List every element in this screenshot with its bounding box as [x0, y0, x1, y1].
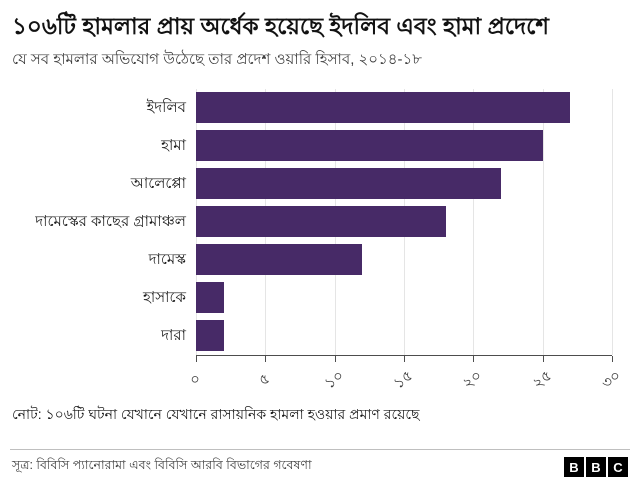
bar-row [196, 89, 612, 127]
bar-chart: ইদলিব হামা আলেপ্পো দামেস্কের কাছের গ্রামাঞ্… [10, 88, 630, 393]
category-labels: ইদলিব হামা আলেপ্পো দামেস্কের কাছের গ্রামাঞ্… [10, 89, 196, 393]
bar-row [196, 165, 612, 203]
bbc-logo-letter: B [564, 457, 584, 477]
category-label: হাসাকে [142, 288, 186, 306]
bar-row [196, 127, 612, 165]
bar [196, 130, 543, 162]
chart-subtitle: যে সব হামলার অভিযোগ উঠেছে তার প্রদেশ ওয়… [12, 50, 422, 68]
source-text: সূত্র: বিবিসি প্যানোরামা এবং বিবিসি আরবি… [12, 458, 312, 472]
gridline [473, 88, 475, 355]
bbc-logo-letter: C [608, 457, 628, 477]
bbc-logo-letter: B [586, 457, 606, 477]
bar-row [196, 279, 612, 317]
axis-tick [473, 355, 475, 362]
axis-tick [404, 355, 405, 362]
bar [196, 320, 224, 352]
gridline [542, 88, 544, 355]
bar-row [196, 203, 612, 241]
category-label: দামেস্কের কাছের গ্রামাঞ্চল [35, 212, 186, 230]
category-label: দারা [161, 326, 186, 344]
axis-tick-label: ৫ [255, 369, 274, 390]
category-label: আলেপ্পো [130, 174, 186, 192]
chart-footer: সূত্র: বিবিসি প্যানোরামা এবং বিবিসি আরবি… [10, 449, 630, 485]
axis-tick [612, 355, 613, 362]
bar-row [196, 317, 612, 355]
plot-area [196, 88, 613, 356]
category-label: দামেস্ক [148, 250, 186, 268]
bar [196, 282, 224, 314]
chart-note: নোট: ১০৬টি ঘটনা যেখানে যেখানে রাসায়নিক … [12, 405, 420, 422]
axis-tick [265, 355, 267, 362]
axis-tick [334, 355, 336, 362]
axis-tick-label: ১৫ [390, 366, 417, 393]
bar [196, 206, 446, 238]
x-axis-ticks [196, 355, 613, 363]
category-label: ইদলিব [146, 98, 187, 116]
x-axis-labels: ০ ৫ ১০ ১৫ ২০ ২৫ ৩০ [186, 363, 624, 393]
plot-column: ০ ৫ ১০ ১৫ ২০ ২৫ ৩০ [186, 88, 624, 393]
bbc-logo: B B C [564, 457, 628, 477]
axis-tick-label: ২৫ [529, 366, 555, 393]
axis-tick [196, 355, 197, 362]
chart-title: ১০৬টি হামলার প্রায় অর্ধেক হয়েছে ইদলিব … [12, 13, 549, 39]
axis-tick-label: ৩০ [598, 366, 625, 393]
axis-tick [542, 355, 544, 362]
bar-row [196, 241, 612, 279]
axis-tick-label: ২০ [459, 366, 486, 393]
category-label: হামা [161, 136, 186, 154]
gridline [612, 88, 613, 355]
bar [196, 244, 363, 276]
bar [196, 168, 502, 200]
bar [196, 92, 571, 124]
axis-tick-label: ১০ [321, 366, 347, 393]
